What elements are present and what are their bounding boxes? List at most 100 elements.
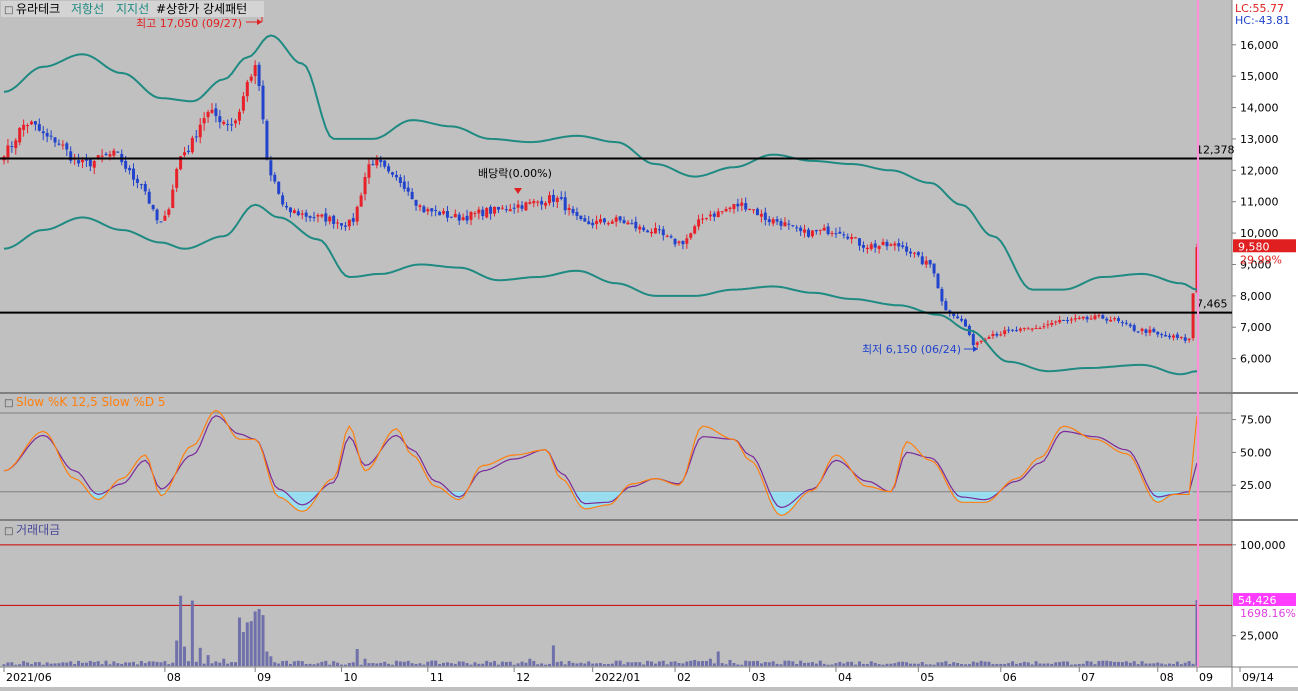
volume-bar — [128, 662, 132, 666]
hc-readout: HC:-43.81 — [1235, 14, 1290, 27]
candle-body — [806, 229, 810, 237]
stoch-y-tick-label: 25.00 — [1240, 479, 1272, 492]
candle-body — [736, 203, 740, 207]
candle-body — [84, 158, 88, 161]
candle-body — [1011, 329, 1015, 331]
last-price-label: 9,580 — [1238, 240, 1270, 253]
candle-body — [167, 209, 171, 215]
volume-bar — [673, 661, 677, 666]
candle-body — [755, 208, 759, 216]
volume-bar — [873, 662, 877, 666]
candle-body — [41, 131, 45, 134]
candle-body — [1136, 331, 1140, 333]
stochastic-layer — [0, 409, 1232, 517]
candle-body — [1152, 328, 1156, 332]
candle-body — [1042, 326, 1046, 328]
candle-body — [920, 256, 924, 265]
volume-bar — [920, 662, 924, 666]
candle-body — [1038, 327, 1042, 330]
candle-body — [304, 212, 308, 217]
volume-bar — [665, 664, 669, 666]
stochastic-title[interactable]: Slow %K 12,5 Slow %D 5 — [16, 395, 166, 409]
volume-bar — [740, 664, 744, 666]
volume-bar — [391, 664, 395, 666]
candle-body — [634, 221, 638, 229]
candle-body — [14, 140, 18, 149]
volume-bar — [822, 663, 826, 666]
header-marker[interactable]: □ — [4, 5, 13, 16]
volume-bar — [508, 661, 512, 666]
candle-body — [587, 221, 591, 225]
candle-body — [881, 241, 885, 245]
candle-body — [183, 152, 187, 156]
volume-bar — [779, 664, 783, 666]
volume-bar — [1007, 663, 1011, 666]
candle-body — [363, 176, 367, 195]
candle-body — [1160, 334, 1164, 336]
candle-body — [1026, 328, 1030, 330]
volume-bar — [881, 664, 885, 666]
volume-bar — [708, 658, 712, 666]
candle-body — [818, 229, 822, 231]
last-volume-change: 1698.16% — [1240, 607, 1296, 620]
resistance-line-label[interactable]: 저항선 — [71, 2, 104, 16]
volume-bar — [159, 662, 163, 666]
candle-body — [1132, 325, 1136, 331]
bollinger-upper-line — [3, 34, 1198, 291]
volume-y-tick-label: 25,000 — [1240, 630, 1279, 643]
pattern-tag[interactable]: #상한가 강세패턴 — [156, 2, 247, 16]
volume-bar — [124, 662, 128, 666]
candle-body — [504, 209, 508, 211]
candle-body — [646, 230, 650, 233]
volume-bar — [963, 664, 967, 666]
volume-bar — [143, 663, 147, 666]
volume-bar — [1065, 661, 1069, 666]
stock-name[interactable]: 유라테크 — [16, 2, 60, 16]
x-tick-label: 2022/01 — [595, 671, 641, 684]
stochastic-marker[interactable]: □ — [4, 398, 13, 409]
candle-body — [1124, 322, 1128, 324]
candle-body — [1050, 322, 1054, 325]
horizontal-level-label: 7,465 — [1196, 298, 1228, 311]
candle-body — [198, 124, 202, 138]
candle-body — [1179, 337, 1183, 339]
volume-bar — [1026, 662, 1030, 666]
volume-bar — [752, 661, 756, 666]
candle-body — [897, 243, 901, 247]
candle-body — [1183, 337, 1187, 341]
candle-body — [336, 222, 340, 224]
volume-bar — [532, 660, 536, 666]
x-tick-label: 04 — [838, 671, 852, 684]
volume-bar — [1109, 661, 1113, 666]
candle-body — [877, 245, 881, 249]
candle-body — [469, 212, 473, 220]
candle-body — [77, 160, 81, 164]
volume-bar — [956, 662, 960, 666]
volume-title[interactable]: 거래대금 — [16, 523, 60, 537]
candle-body — [29, 121, 33, 125]
price-y-tick-label: 14,000 — [1240, 102, 1279, 115]
x-tick-label: 02 — [677, 671, 691, 684]
candle-body — [771, 219, 775, 224]
volume-bar — [999, 663, 1003, 666]
candle-body — [296, 211, 300, 216]
volume-bar — [669, 661, 673, 666]
volume-bar — [371, 662, 375, 666]
support-line-label[interactable]: 지지선 — [116, 2, 149, 16]
volume-bar — [77, 660, 81, 666]
volume-bar — [1073, 664, 1077, 666]
volume-bar — [877, 664, 881, 666]
candle-body — [214, 108, 218, 117]
candle-body — [1148, 329, 1152, 333]
volume-bar — [897, 661, 901, 666]
candle-body — [343, 225, 347, 227]
candle-body — [332, 215, 336, 224]
volume-bar — [65, 662, 69, 666]
price-panel-bg — [0, 0, 1232, 392]
volume-bar — [1187, 661, 1191, 666]
candle-body — [724, 209, 728, 212]
volume-bar — [347, 662, 351, 666]
volume-bar — [724, 664, 728, 666]
volume-marker[interactable]: □ — [4, 526, 13, 537]
